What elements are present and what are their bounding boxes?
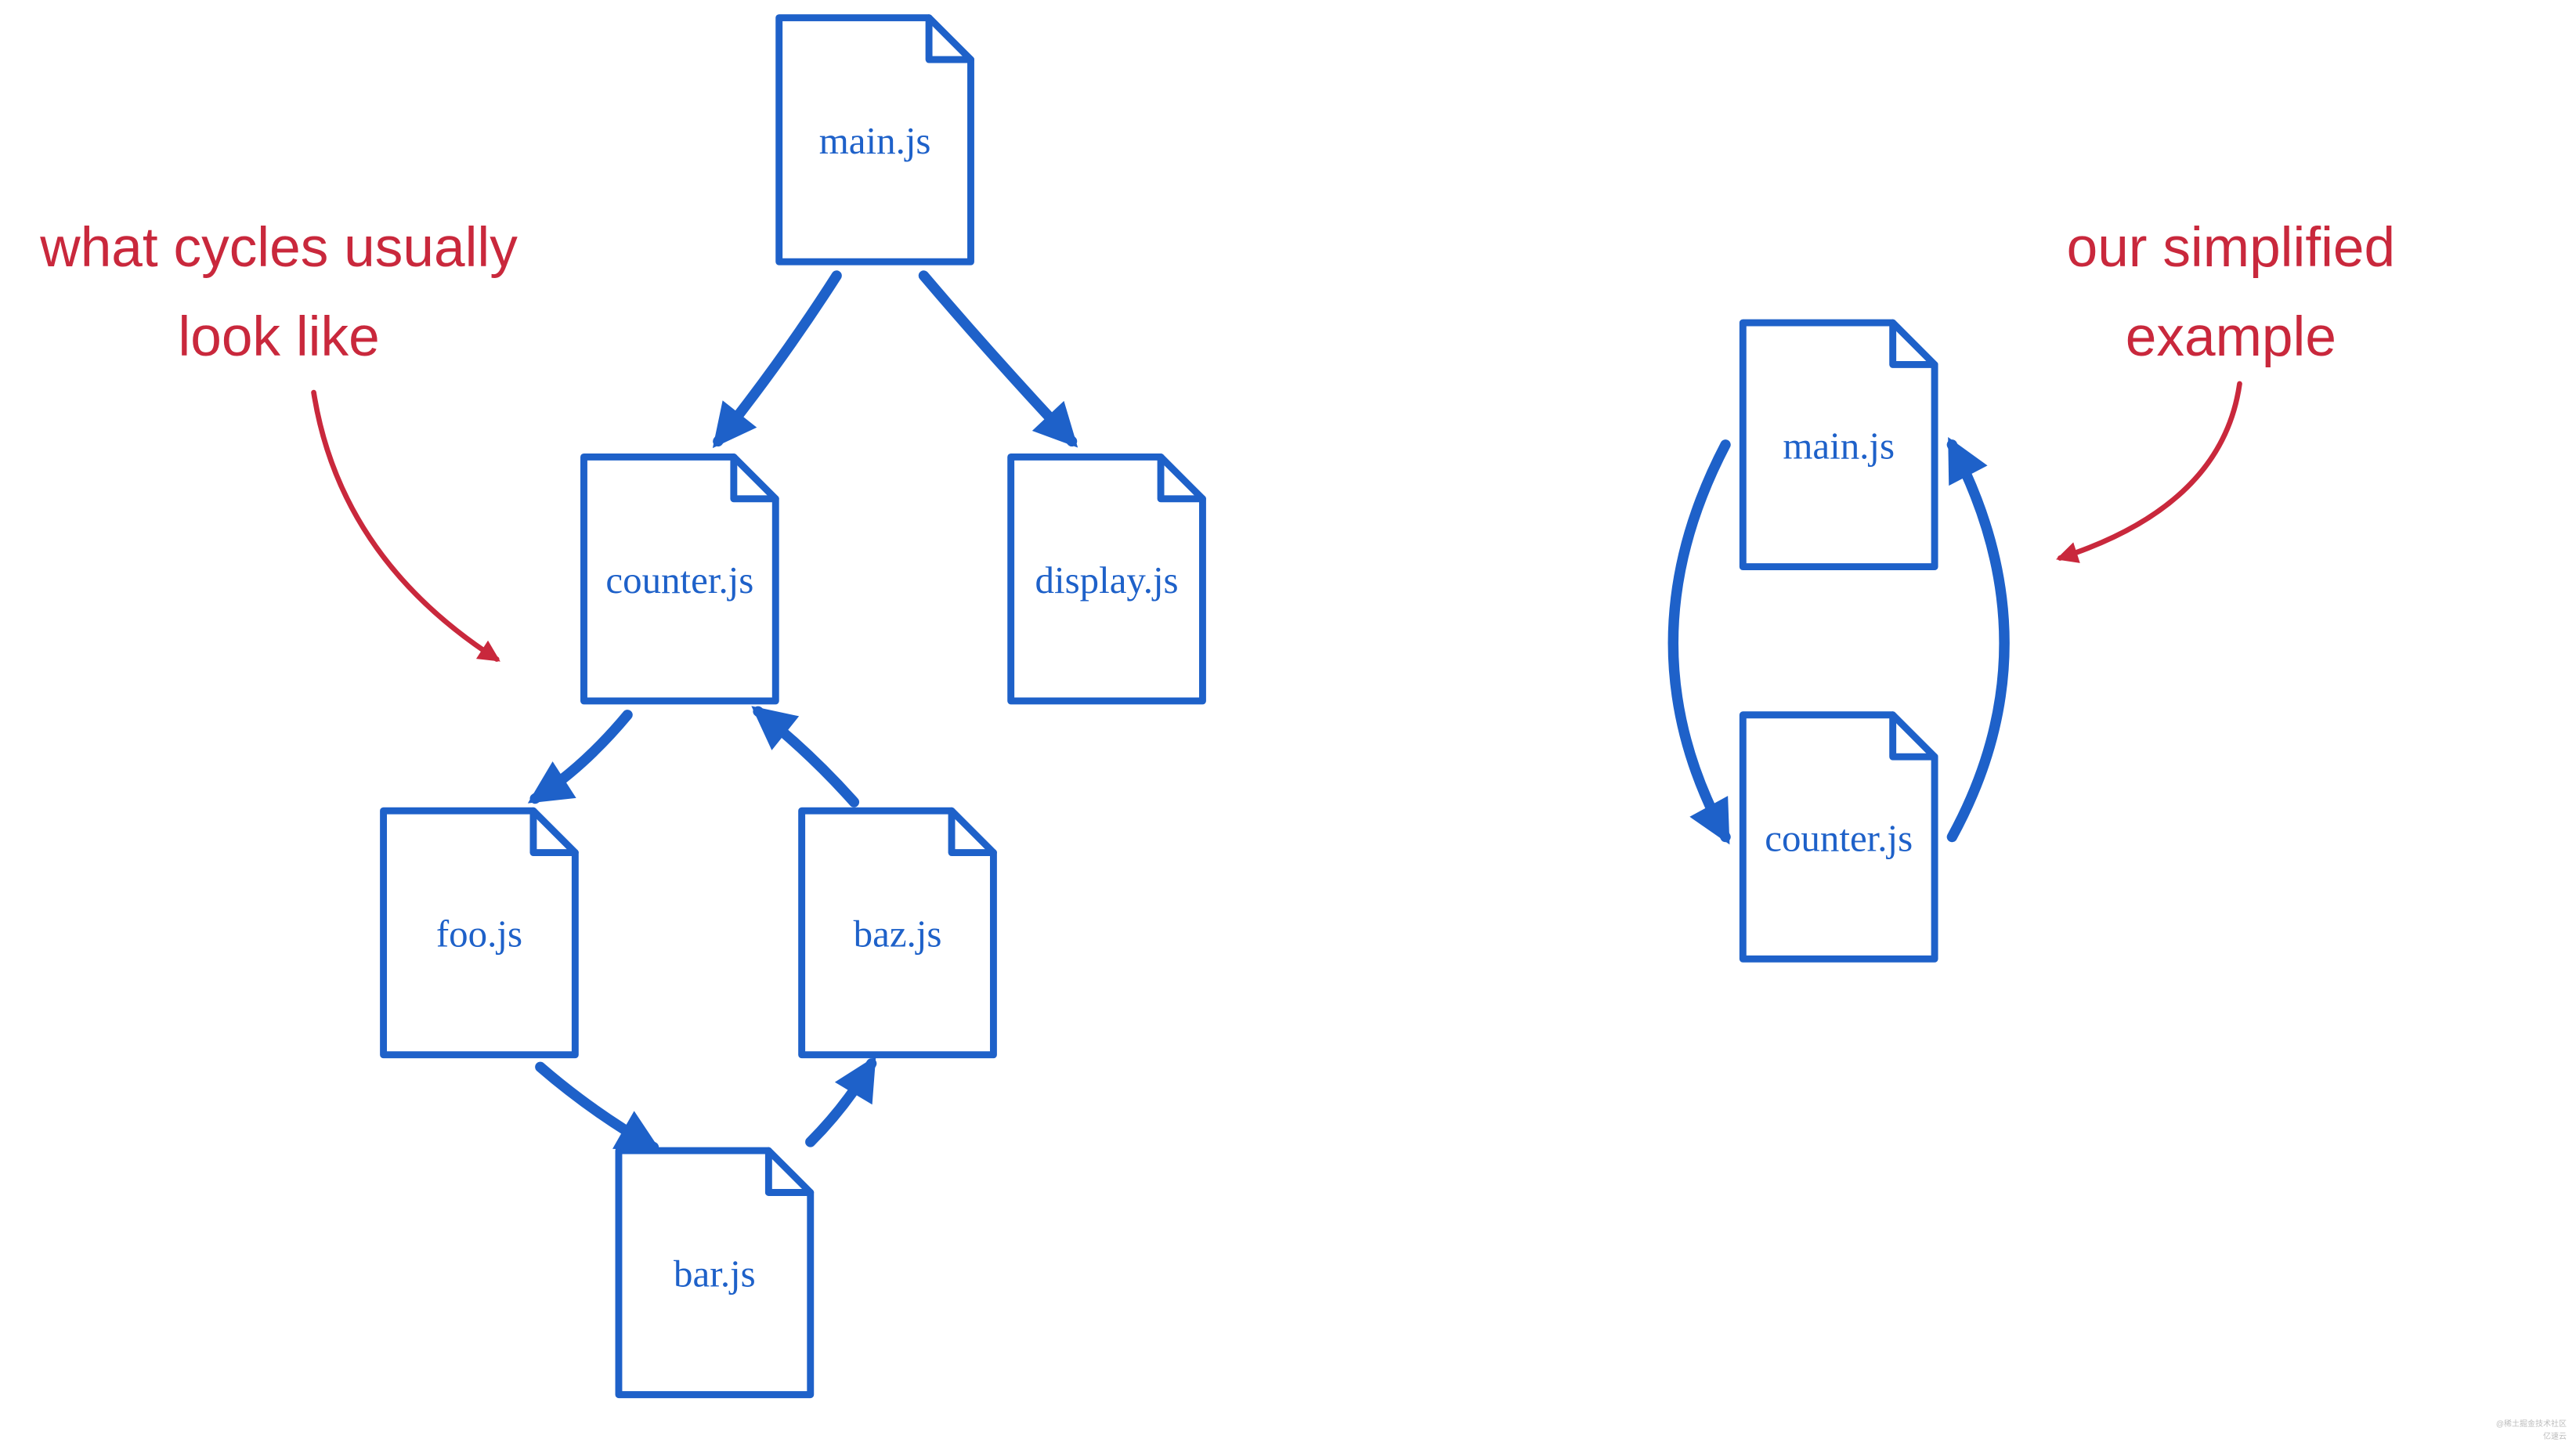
file-node-baz: baz.js xyxy=(802,811,994,1055)
left-callout xyxy=(314,392,497,659)
right-callout xyxy=(2060,384,2239,558)
file-label-main2: main.js xyxy=(1783,425,1895,468)
dep-arrow-baz xyxy=(758,711,854,802)
file-node-main: main.js xyxy=(779,18,971,262)
file-label-counter2: counter.js xyxy=(1765,816,1913,859)
annotation-left: what cycles usually look like xyxy=(40,204,518,382)
file-label-counter: counter.js xyxy=(605,558,753,602)
file-node-display: display.js xyxy=(1011,457,1203,701)
dep-arrow-main xyxy=(718,276,836,441)
file-node-counter2: counter.js xyxy=(1743,715,1935,959)
file-label-baz: baz.js xyxy=(854,912,942,956)
dep-arrow-bar xyxy=(811,1064,872,1142)
file-node-bar: bar.js xyxy=(619,1151,811,1395)
dep-arrow-main xyxy=(923,276,1071,441)
annotation-right: our simplified example xyxy=(2067,204,2396,382)
file-label-foo: foo.js xyxy=(436,912,522,956)
file-label-bar: bar.js xyxy=(674,1252,756,1295)
dep-arrow-main2-counter2-left xyxy=(1673,445,1725,837)
file-label-display: display.js xyxy=(1035,558,1179,602)
dep-arrow-foo xyxy=(540,1067,654,1147)
file-node-foo: foo.js xyxy=(384,811,576,1055)
watermark-top: @稀土掘金技术社区 xyxy=(2496,1417,2567,1429)
file-node-main2: main.js xyxy=(1743,323,1935,567)
file-node-counter: counter.js xyxy=(583,457,775,701)
file-label-main: main.js xyxy=(819,119,931,162)
watermark-bottom: 亿速云 xyxy=(2543,1429,2567,1441)
dep-arrow-counter xyxy=(535,715,627,799)
diagram-canvas: main.js counter.js display.js foo.js baz.js b… xyxy=(0,0,2576,1449)
dep-arrow-counter2-main2-right xyxy=(1952,445,2004,837)
